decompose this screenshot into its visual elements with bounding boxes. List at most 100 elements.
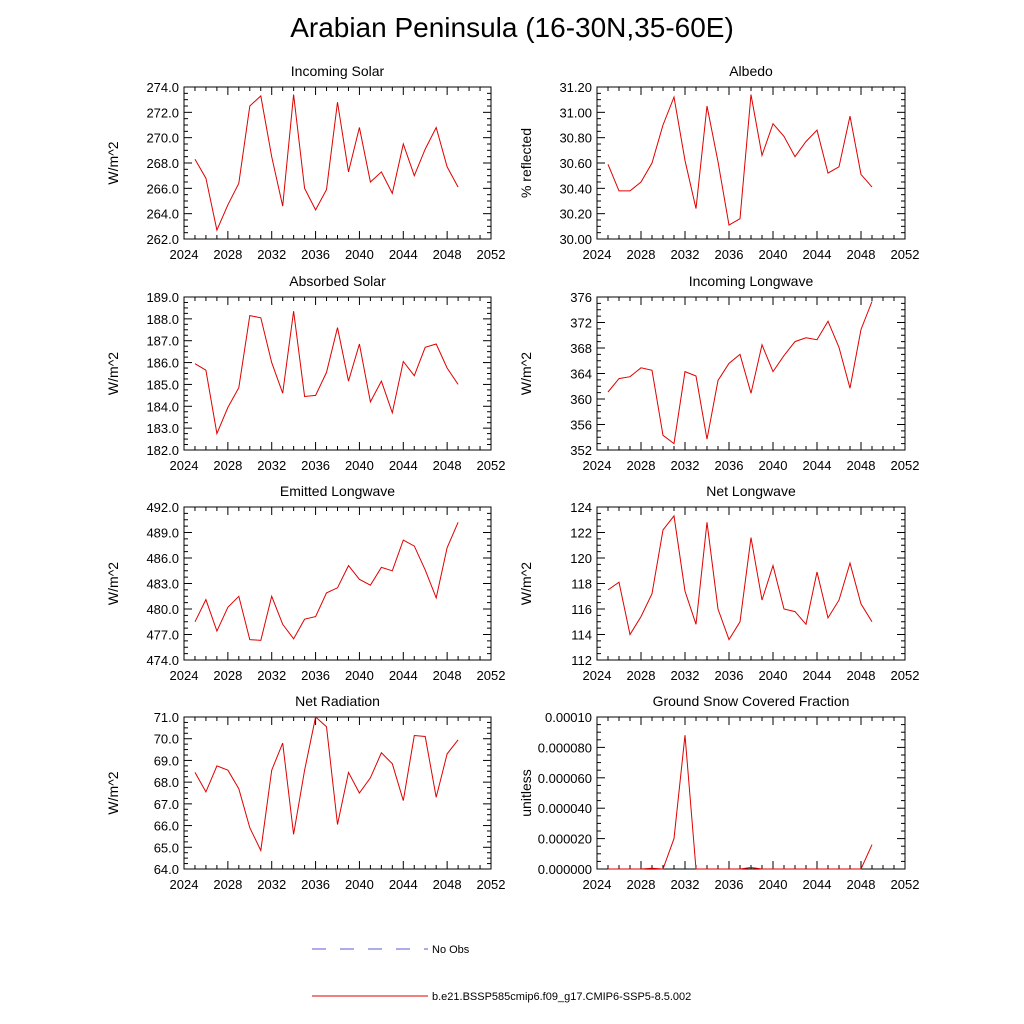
x-tick-label: 2048	[433, 668, 462, 683]
x-tick-label: 2040	[345, 458, 374, 473]
y-tick-label: 270.0	[146, 131, 179, 146]
x-tick-label: 2024	[170, 668, 199, 683]
x-tick-label: 2028	[213, 458, 242, 473]
x-tick-label: 2044	[389, 247, 418, 262]
x-tick-label: 2048	[847, 247, 876, 262]
y-tick-label: 360	[570, 392, 592, 407]
x-tick-label: 2032	[257, 877, 286, 892]
x-tick-label: 2032	[671, 877, 700, 892]
x-tick-label: 2044	[389, 458, 418, 473]
y-tick-label: 489.0	[146, 526, 179, 541]
y-tick-label: 66.0	[154, 819, 179, 834]
plot-frame	[183, 716, 492, 870]
plot-frame	[596, 296, 906, 451]
panel-title: Incoming Longwave	[689, 273, 814, 289]
panel-title: Absorbed Solar	[289, 273, 386, 289]
x-tick-label: 2024	[583, 458, 612, 473]
x-tick-label: 2052	[891, 247, 920, 262]
y-tick-label: 69.0	[154, 753, 179, 768]
y-axis-label: W/m^2	[105, 771, 121, 814]
x-tick-label: 2024	[583, 247, 612, 262]
x-tick-label: 2024	[583, 877, 612, 892]
y-tick-label: 483.0	[146, 577, 179, 592]
x-tick-label: 2036	[715, 668, 744, 683]
x-tick-label: 2024	[170, 458, 199, 473]
x-tick-label: 2036	[715, 877, 744, 892]
y-tick-label: 120	[570, 551, 592, 566]
y-axis-label: % reflected	[518, 128, 534, 198]
y-tick-label: 0.00010	[545, 710, 592, 725]
panel-3: Absorbed Solar W/m^2 2024 2028 2032 2036 2040 2…	[105, 273, 505, 473]
panel-1: Incoming Solar W/m^2 2024 2028 2032 2036 2040 2…	[105, 63, 505, 262]
y-tick-label: 184.0	[146, 399, 179, 414]
y-tick-label: 68.0	[154, 775, 179, 790]
x-tick-label: 2052	[477, 668, 506, 683]
x-tick-label: 2040	[759, 668, 788, 683]
x-tick-label: 2040	[345, 877, 374, 892]
panel-title: Net Longwave	[706, 483, 796, 499]
y-axis-label: unitless	[518, 769, 534, 816]
y-tick-label: 266.0	[146, 181, 179, 196]
y-tick-label: 376	[570, 290, 592, 305]
y-tick-label: 185.0	[146, 377, 179, 392]
x-tick-label: 2052	[477, 877, 506, 892]
y-axis-label: W/m^2	[105, 352, 121, 395]
x-tick-label: 2052	[477, 247, 506, 262]
series-line	[194, 522, 459, 641]
y-tick-label: 274.0	[146, 80, 179, 95]
y-tick-label: 356	[570, 418, 592, 433]
x-tick-label: 2040	[345, 247, 374, 262]
x-tick-label: 2048	[433, 458, 462, 473]
y-tick-label: 186.0	[146, 356, 179, 371]
y-tick-label: 480.0	[146, 602, 179, 617]
y-tick-label: 30.00	[559, 232, 592, 247]
x-tick-label: 2044	[803, 668, 832, 683]
y-tick-label: 364	[570, 367, 592, 382]
y-tick-label: 114	[571, 628, 592, 643]
panel-title: Incoming Solar	[291, 63, 385, 79]
x-tick-label: 2028	[627, 877, 656, 892]
x-tick-label: 2028	[213, 247, 242, 262]
y-tick-label: 124	[570, 500, 592, 515]
panels: Incoming Solar W/m^2 2024 2028 2032 2036 2040 2…	[105, 63, 919, 892]
x-tick-label: 2032	[671, 668, 700, 683]
y-tick-label: 268.0	[146, 156, 179, 171]
y-tick-label: 64.0	[154, 862, 179, 877]
x-tick-label: 2048	[433, 247, 462, 262]
y-tick-label: 183.0	[146, 421, 179, 436]
y-tick-label: 187.0	[146, 334, 179, 349]
y-axis-label: W/m^2	[518, 352, 534, 395]
x-tick-label: 2036	[301, 458, 330, 473]
y-tick-label: 70.0	[154, 732, 179, 747]
y-tick-label: 112	[571, 653, 592, 668]
series-line	[607, 301, 873, 445]
y-tick-label: 118	[571, 577, 592, 592]
x-tick-label: 2036	[301, 668, 330, 683]
x-tick-label: 2044	[803, 247, 832, 262]
x-tick-label: 2040	[759, 458, 788, 473]
x-tick-label: 2044	[389, 668, 418, 683]
plot-frame	[183, 86, 492, 240]
panel-7: Net Radiation W/m^2 2024 2028 2032 2036 2040 20…	[105, 693, 505, 892]
y-tick-label: 71.0	[154, 710, 179, 725]
x-tick-label: 2040	[759, 247, 788, 262]
y-axis-label: W/m^2	[518, 562, 534, 605]
y-tick-label: 116	[571, 602, 592, 617]
x-tick-label: 2028	[627, 247, 656, 262]
y-tick-label: 122	[570, 526, 592, 541]
y-tick-label: 0.000080	[538, 740, 592, 755]
x-tick-label: 2028	[627, 668, 656, 683]
x-tick-label: 2052	[891, 877, 920, 892]
x-tick-label: 2052	[477, 458, 506, 473]
y-axis-label: W/m^2	[105, 562, 121, 605]
panel-title: Albedo	[729, 63, 773, 79]
x-tick-label: 2048	[847, 877, 876, 892]
x-tick-label: 2040	[345, 668, 374, 683]
y-tick-label: 262.0	[146, 232, 179, 247]
series-line	[607, 514, 873, 641]
y-tick-label: 272.0	[146, 105, 179, 120]
panel-title: Ground Snow Covered Fraction	[653, 693, 850, 709]
x-tick-label: 2048	[847, 458, 876, 473]
x-tick-label: 2036	[715, 458, 744, 473]
x-tick-label: 2036	[715, 247, 744, 262]
